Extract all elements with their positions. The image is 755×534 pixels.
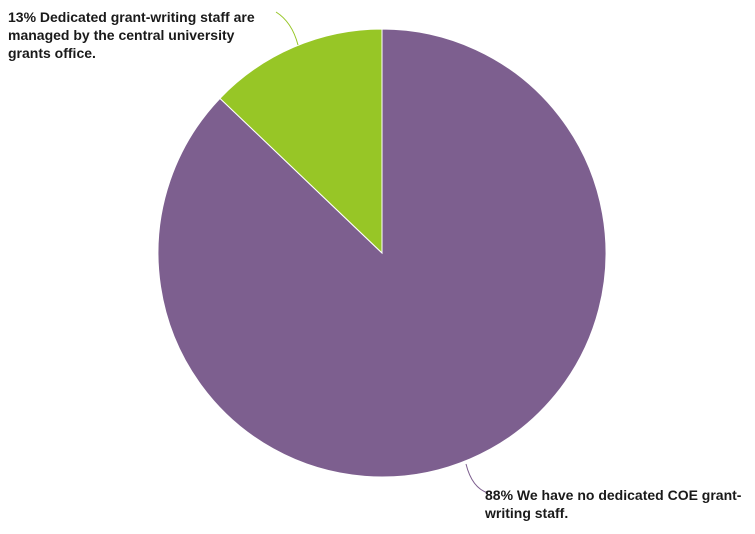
pie-slices: [157, 28, 607, 478]
slice-central-office-staff: [219, 28, 383, 255]
slice-label-no-dedicated-staff: 88% We have no dedicated COE grant-writi…: [485, 487, 742, 521]
slice-label-central-office-staff: 13% Dedicated grant-writing staff are ma…: [8, 9, 255, 61]
leader-line-no-dedicated-staff: [465, 463, 489, 494]
leader-line-central-office-staff: [275, 11, 299, 46]
leader-lines: [275, 11, 489, 494]
